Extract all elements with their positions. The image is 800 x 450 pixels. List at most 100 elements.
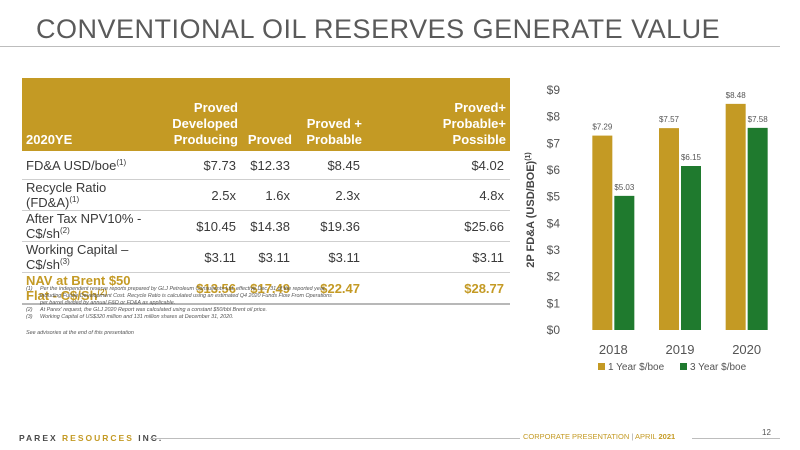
legend-swatch-3yr — [680, 363, 687, 370]
brand-word-resources: RESOURCES — [62, 433, 134, 443]
table-cell: 4.8x — [366, 179, 510, 211]
table-header-row: 2020YE Proved Developed Producing Proved… — [22, 78, 510, 151]
y-axis-label-sup: (1) — [525, 152, 532, 161]
y-tick-label: $2 — [547, 270, 561, 284]
y-tick-label: $0 — [547, 323, 561, 337]
header-proved-probable: Proved + Probable — [296, 78, 366, 151]
table-cell: $4.02 — [366, 151, 510, 180]
footnote-3: (3) Working Capital of US$320 million and… — [26, 314, 234, 321]
footnote-text: At Parex' request, the GLJ 2020 Report w… — [40, 307, 267, 313]
table-row-npv: After Tax NPV10% - C$/sh(2) $10.45 $14.3… — [22, 210, 510, 242]
table-row-recycle-ratio: Recycle Ratio (FD&A)(1) 2.5x 1.6x 2.3x 4… — [22, 179, 510, 211]
y-tick-label: $6 — [547, 163, 561, 177]
bar-1yr-2018 — [592, 135, 613, 330]
footnote-1-cont: including Future Development Cost. Recyc… — [26, 293, 332, 300]
row-label-text: After Tax NPV10% - C$/sh — [26, 211, 142, 241]
header-2020ye: 2020YE — [22, 78, 158, 151]
row-label: FD&A USD/boe(1) — [22, 151, 158, 180]
fda-bar-chart: $0 $1 $2 $3 $4 $5 $6 $7 $8 $9 2P FD&A (USD/BOE)(1)… — [525, 83, 769, 373]
table-cell: $8.45 — [296, 151, 366, 180]
row-label-text: NAV at Brent $50 Flat - C$/Sh — [26, 273, 131, 303]
row-label: NAV at Brent $50 Flat - C$/Sh(2) — [22, 272, 158, 305]
table-cell: $17.49 — [242, 272, 296, 305]
table-row-working-capital: Working Capital – C$/sh(3) $3.11 $3.11 $… — [22, 241, 510, 273]
data-label: $7.29 — [592, 123, 613, 132]
table-cell: 1.6x — [242, 179, 296, 211]
table-cell: $10.45 — [158, 210, 242, 242]
bar-1yr-2020 — [725, 103, 746, 330]
table-cell: $3.11 — [158, 241, 242, 273]
header-pp-line1: Proved + — [306, 116, 362, 131]
footer-year: 2021 — [658, 432, 676, 441]
parex-logo: PAREX RESOURCES INC. — [19, 433, 163, 443]
footnote-ref: (3) — [59, 257, 70, 266]
header-pdp-line3: Producing — [173, 132, 238, 147]
bar-1yr-2019 — [659, 128, 679, 330]
table-cell: $3.11 — [296, 241, 366, 273]
x-tick-label: 2019 — [666, 342, 695, 357]
title-divider — [0, 46, 780, 47]
row-label: Recycle Ratio (FD&A)(1) — [22, 179, 158, 211]
table-cell: $14.38 — [242, 210, 296, 242]
brand-word-inc: INC. — [138, 433, 164, 443]
table-cell: $28.77 — [366, 272, 510, 305]
table-cell: 2.3x — [296, 179, 366, 211]
table-cell: $7.73 — [158, 151, 242, 180]
header-ppp-line3: Possible — [452, 132, 506, 147]
header-pp-line2: Probable — [306, 132, 362, 147]
y-axis-label: 2P FD&A (USD/BOE)(1) — [525, 152, 537, 268]
table-row-fda: FD&A USD/boe(1) $7.73 $12.33 $8.45 $4.02 — [22, 151, 510, 180]
footer-presentation-text: CORPORATE PRESENTATION — [523, 432, 630, 441]
reserves-table: 2020YE Proved Developed Producing Proved… — [22, 78, 510, 305]
y-tick-label: $7 — [547, 136, 561, 150]
header-proved-probable-possible: Proved+ Probable+ Possible — [366, 78, 510, 151]
y-tick-label: $8 — [547, 110, 561, 124]
legend-swatch-1yr — [598, 363, 605, 370]
bar-3yr-2019 — [681, 166, 701, 330]
footer-separator: | — [631, 432, 634, 441]
footnote-number: (3) — [26, 314, 33, 320]
row-label: After Tax NPV10% - C$/sh(2) — [22, 210, 158, 242]
footnote-number: (1) — [26, 286, 33, 292]
header-proved: Proved — [242, 78, 296, 151]
page-number: 12 — [762, 428, 771, 437]
brand-word-parex: PAREX — [19, 433, 58, 443]
footnote-text: per barrel divided by annual F&D or FD&A… — [40, 300, 176, 306]
table-cell: $12.33 — [242, 151, 296, 180]
data-label: $7.57 — [659, 115, 680, 124]
footnote-text: Working Capital of US$320 million and 13… — [40, 314, 234, 320]
y-tick-label: $5 — [547, 190, 561, 204]
data-label: $8.48 — [726, 91, 747, 100]
table-cell: $3.11 — [366, 241, 510, 273]
data-label: $6.15 — [681, 153, 702, 162]
x-tick-label: 2018 — [599, 342, 628, 357]
table-cell: $22.47 — [296, 272, 366, 305]
x-tick-label: 2020 — [732, 342, 761, 357]
y-tick-label: $1 — [547, 296, 561, 310]
table-cell: 2.5x — [158, 179, 242, 211]
table-cell: $3.11 — [242, 241, 296, 273]
footer-month: APRIL — [634, 432, 657, 441]
footnote-ref: (2) — [97, 288, 108, 297]
page-title: CONVENTIONAL OIL RESERVES GENERATE VALUE — [36, 14, 721, 44]
header-ppp-line2: Probable+ — [442, 116, 506, 131]
header-pdp-line2: Developed — [172, 116, 238, 131]
footnote-1-cont2: per barrel divided by annual F&D or FD&A… — [26, 300, 175, 307]
y-tick-label: $4 — [547, 216, 561, 230]
bar-3yr-2020 — [747, 127, 768, 330]
footer-divider-right — [692, 438, 780, 439]
row-label-text: Recycle Ratio (FD&A) — [26, 180, 107, 210]
data-label: $5.03 — [614, 183, 635, 192]
data-label: $7.58 — [748, 115, 769, 124]
table-cell: $13.56 — [158, 272, 242, 305]
header-pdp: Proved Developed Producing — [158, 78, 242, 151]
legend-label: 1 Year $/boe — [608, 362, 665, 373]
y-tick-label: $9 — [547, 83, 561, 97]
table-row-nav: NAV at Brent $50 Flat - C$/Sh(2) $13.56 … — [22, 272, 510, 305]
y-tick-label: $3 — [547, 243, 561, 257]
bar-3yr-2018 — [614, 195, 635, 330]
footnote-1: (1) Per the independent reserve reports p… — [26, 286, 326, 293]
table-cell: $19.36 — [296, 210, 366, 242]
table-cell: $25.66 — [366, 210, 510, 242]
row-label-text: Working Capital – C$/sh — [26, 242, 129, 272]
